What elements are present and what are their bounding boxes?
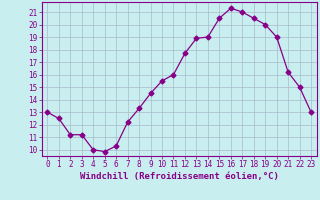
- X-axis label: Windchill (Refroidissement éolien,°C): Windchill (Refroidissement éolien,°C): [80, 172, 279, 181]
